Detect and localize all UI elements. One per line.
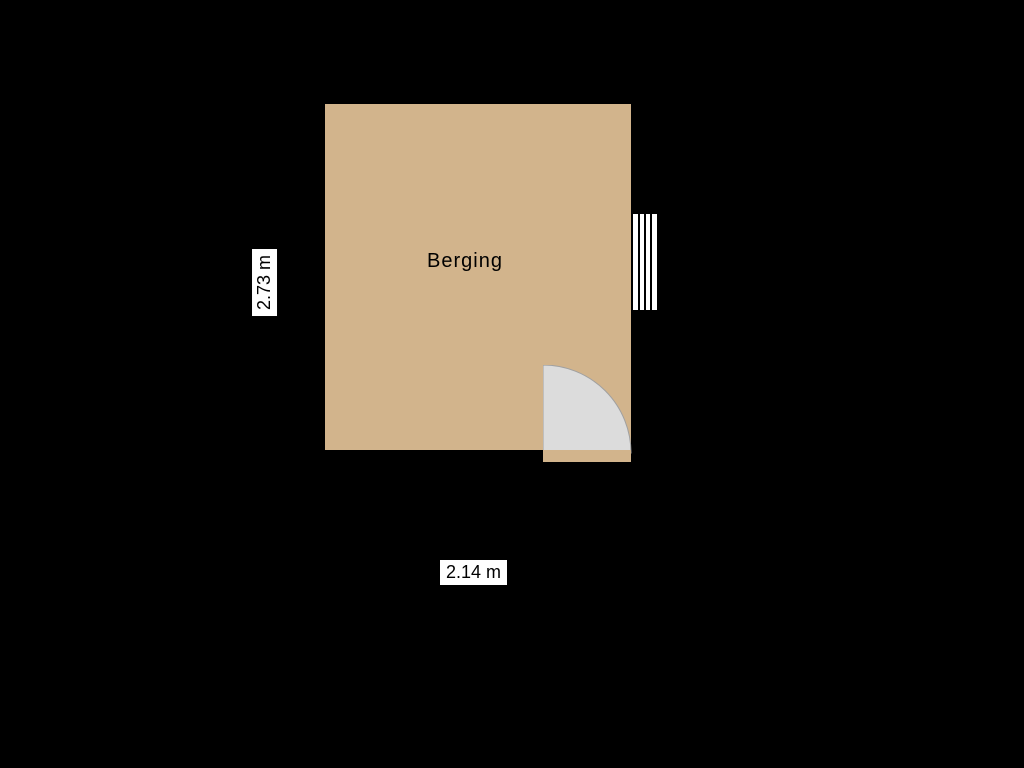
window-icon [631,210,659,314]
room-label: Berging [427,250,503,273]
window-mullion-2 [644,212,646,312]
door-swing-icon [543,365,635,457]
window-mullion-1 [638,212,640,312]
dimension-height: 2.73 m [252,249,277,316]
window-mullion-3 [650,212,652,312]
dimension-width: 2.14 m [440,560,507,585]
door-opening [543,450,631,462]
